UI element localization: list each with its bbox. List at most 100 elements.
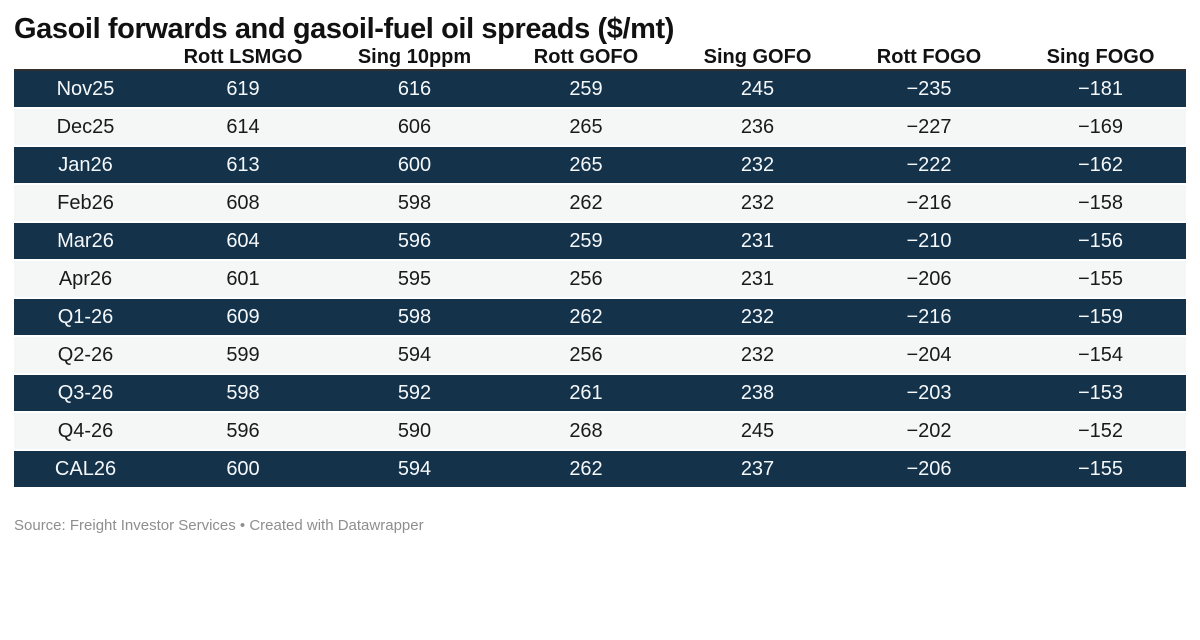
table-cell: 590 [397,419,432,442]
table-cell: 600 [226,457,260,480]
table-cell: −181 [1077,77,1124,100]
table-cell: −158 [1077,191,1124,214]
table-cell: 614 [226,115,260,138]
chart-container: Gasoil forwards and gasoil-fuel oil spre… [0,12,1200,534]
table-row: Nov25 619 616 259 245 −235 −181 [14,70,1186,108]
table-cell: 237 [740,457,775,480]
table-cell: 231 [740,267,775,290]
table-cell: 232 [740,153,775,176]
table-row: Feb26 608 598 262 232 −216 −158 [14,184,1186,222]
table-cell: 268 [569,419,603,442]
table-cell: 232 [740,191,775,214]
table-cell: 262 [569,305,603,328]
table-cell: 262 [569,191,603,214]
table-cell: −152 [1077,419,1124,442]
column-header-sing-fogo: Sing FOGO [1015,46,1186,71]
table-cell: 592 [397,381,432,404]
table-cell: −210 [906,229,952,252]
table-cell: 265 [569,153,603,176]
table-cell: −206 [906,457,952,480]
table-cell: 262 [569,457,603,480]
table-cell: 238 [740,381,775,404]
table-cell: 606 [397,115,432,138]
table-cell: −206 [906,267,952,290]
table-cell: 619 [226,77,260,100]
table-cell: 594 [397,343,432,366]
chart-title: Gasoil forwards and gasoil-fuel oil spre… [14,13,675,45]
table-cell: 232 [740,343,775,366]
table-row: Q2-26 599 594 256 232 −204 −154 [14,336,1186,374]
table-cell: 236 [740,115,775,138]
table-row: CAL26 600 594 262 237 −206 −155 [14,450,1186,488]
table-cell: 596 [226,419,260,442]
table-cell: 261 [569,381,603,404]
row-label: Nov25 [56,77,115,100]
table-cell: 231 [740,229,775,252]
table-cell: 616 [397,77,432,100]
table-row: Dec25 614 606 265 236 −227 −169 [14,108,1186,146]
column-header-rott-fogo: Rott FOGO [843,46,1015,71]
row-label: Dec25 [56,115,115,138]
table-cell: −216 [906,305,952,328]
table-cell: −155 [1077,267,1124,290]
table-row: Q3-26 598 592 261 238 −203 −153 [14,374,1186,412]
row-label: Apr26 [58,267,113,290]
table-cell: 245 [740,77,775,100]
table-row: Q1-26 609 598 262 232 −216 −159 [14,298,1186,336]
column-header-sing-10ppm: Sing 10ppm [329,46,500,71]
table-cell: 613 [226,153,260,176]
table-cell: −216 [906,191,952,214]
table-cell: −235 [906,77,952,100]
table-cell: 599 [226,343,260,366]
table-cell: −154 [1077,343,1124,366]
table-row: Apr26 601 595 256 231 −206 −155 [14,260,1186,298]
table-cell: 265 [569,115,603,138]
table-cell: 256 [569,343,603,366]
table-cell: 594 [397,457,432,480]
row-label: Jan26 [58,153,113,176]
table-cell: 604 [226,229,260,252]
table-cell: 598 [397,191,432,214]
table-cell: −202 [906,419,952,442]
table-row: Jan26 613 600 265 232 −222 −162 [14,146,1186,184]
table-cell: −159 [1077,305,1124,328]
table-cell: −156 [1077,229,1124,252]
table-cell: −155 [1077,457,1124,480]
table-cell: 232 [740,305,775,328]
table-row: Mar26 604 596 259 231 −210 −156 [14,222,1186,260]
row-label: Q4-26 [57,419,114,442]
header-row: Rott LSMGO Sing 10ppm Rott GOFO Sing GOF… [14,46,1186,71]
source-attribution: Source: Freight Investor Services • Crea… [14,517,424,534]
table-row: Q4-26 596 590 268 245 −202 −152 [14,412,1186,450]
table-cell: 601 [226,267,260,290]
table-cell: 256 [569,267,603,290]
table-header: Rott LSMGO Sing 10ppm Rott GOFO Sing GOF… [14,46,1186,71]
data-table: Rott LSMGO Sing 10ppm Rott GOFO Sing GOF… [14,46,1186,489]
table-cell: −204 [906,343,952,366]
row-label: Feb26 [57,191,114,214]
row-label: Q3-26 [57,381,114,404]
corner-cell [14,46,157,71]
table-cell: 259 [569,77,603,100]
table-cell: −227 [906,115,952,138]
table-cell: 596 [397,229,432,252]
table-cell: 609 [226,305,260,328]
table-cell: 600 [397,153,432,176]
table-cell: 245 [740,419,775,442]
table-cell: 595 [397,267,432,290]
table-cell: −222 [906,153,952,176]
table-cell: −153 [1077,381,1124,404]
table-cell: −203 [906,381,952,404]
column-header-rott-gofo: Rott GOFO [500,46,672,71]
table-cell: 608 [226,191,260,214]
table-cell: 598 [397,305,432,328]
column-header-rott-lsmgo: Rott LSMGO [157,46,329,71]
table-cell: 259 [569,229,603,252]
table-cell: −169 [1077,115,1124,138]
row-label: CAL26 [54,457,117,480]
table-cell: −162 [1077,153,1124,176]
column-header-sing-gofo: Sing GOFO [672,46,843,71]
row-label: Q2-26 [57,343,114,366]
row-label: Q1-26 [57,305,114,328]
row-label: Mar26 [57,229,114,252]
